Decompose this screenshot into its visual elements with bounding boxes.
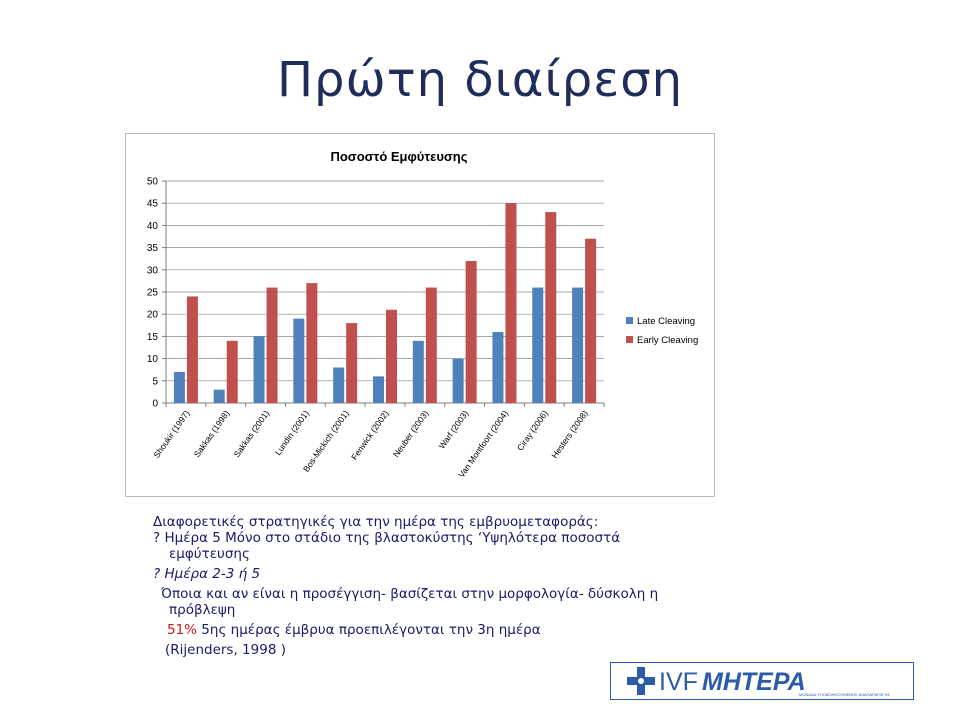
rate-point: 51% 5ης ημέρας έμβρυα προεπιλέγονται την… — [153, 622, 753, 638]
bar — [333, 367, 345, 403]
y-tick-label: 45 — [147, 199, 159, 210]
legend-label: Late Cleaving — [637, 316, 695, 327]
bar — [306, 283, 318, 403]
legend-swatch — [626, 317, 633, 324]
bar — [213, 389, 225, 403]
x-tick-label: Shoukir (1997) — [151, 408, 191, 460]
x-tick-label: Sakkas (1998) — [192, 408, 232, 459]
bar — [412, 340, 424, 403]
chart-container: Ποσοστό Εμφύτευσης 0 5 10 15 20 25 30 35 40 45 50 Sh… — [125, 133, 715, 497]
bar — [373, 376, 384, 403]
bar — [253, 336, 265, 403]
citation: (Rijenders, 1998 ) — [165, 642, 286, 658]
x-tick-label: Bos-Mickich (2001) — [301, 408, 351, 473]
y-tick-label: 20 — [147, 310, 159, 321]
bar — [425, 287, 437, 403]
x-tick-label: Lundin (2001) — [273, 408, 311, 457]
logo-name: ΜΗΤΕΡΑ — [702, 668, 806, 696]
day5-point-cont: εμφύτευσης — [169, 546, 250, 562]
bar — [465, 260, 477, 403]
y-tick-label: 15 — [147, 332, 159, 343]
bar — [293, 318, 305, 403]
legend-label: Early Cleaving — [637, 335, 698, 346]
x-tick-label: Sakkas (2001) — [232, 408, 272, 459]
logo-tagline: ΜΟΝΑΔΑ ΥΠΟΒΟΗΘΟΥΜΕΝΗΣ ΑΝΑΠΑΡΑΓΩΓΗΣ — [799, 692, 891, 697]
x-tick-label: Warf (2003) — [437, 408, 471, 450]
bar — [505, 203, 517, 403]
y-tick-label: 35 — [147, 243, 159, 254]
y-tick-label: 0 — [152, 399, 158, 410]
bar — [492, 331, 504, 403]
bar — [452, 358, 464, 403]
bar — [572, 287, 584, 403]
rate-text: 5ης ημέρας έμβρυα προεπιλέγονται την 3η … — [197, 622, 541, 638]
logo-prefix: IVF — [659, 668, 698, 696]
y-tick-label: 10 — [147, 354, 159, 365]
bar — [226, 340, 238, 403]
y-tick-label: 40 — [147, 221, 159, 232]
day5-point: ? Ημέρα 5 Μόνο στο στάδιο της βλαστοκύστ… — [153, 530, 621, 546]
bar — [532, 287, 544, 403]
rate-value: 51% — [167, 622, 198, 638]
y-tick-label: 5 — [152, 376, 158, 387]
chart-title: Ποσοστό Εμφύτευσης — [330, 149, 467, 164]
bar-chart: Ποσοστό Εμφύτευσης 0 5 10 15 20 25 30 35 40 45 50 Sh… — [147, 149, 698, 479]
bar — [186, 296, 198, 403]
bar — [545, 212, 557, 403]
day23-point: ? Ημέρα 2-3 ή 5 — [153, 566, 261, 582]
x-tick-label: Neuber (2003) — [391, 408, 431, 459]
slide-body: Διαφορετικές στρατηγικές για την ημέρα τ… — [153, 514, 753, 658]
y-tick-label: 25 — [147, 288, 159, 299]
legend-swatch — [626, 336, 633, 343]
bar — [585, 238, 597, 403]
x-tick-label: Ciray (2006) — [515, 408, 550, 452]
approach-point-cont: πρόβλεψη — [169, 602, 236, 618]
cross-icon — [627, 667, 655, 695]
y-tick-label: 50 — [147, 177, 159, 188]
bar — [386, 309, 397, 403]
bar — [266, 287, 278, 403]
bar — [173, 371, 185, 403]
x-tick-label: Hesters (2008) — [549, 408, 590, 460]
ivf-mitera-logo: IVF ΜΗΤΕΡΑ ΜΟΝΑΔΑ ΥΠΟΒΟΗΘΟΥΜΕΝΗΣ ΑΝΑΠΑΡΑ… — [610, 662, 914, 700]
x-tick-label: Fenwick (2002) — [349, 408, 391, 461]
approach-point: Όποια και αν είναι η προσέγγιση- βασίζετ… — [161, 586, 659, 602]
strategies-heading: Διαφορετικές στρατηγικές για την ημέρα τ… — [153, 514, 599, 530]
y-tick-label: 30 — [147, 265, 159, 276]
bar — [346, 323, 358, 403]
slide-title: Πρώτη διαίρεση — [276, 52, 684, 108]
